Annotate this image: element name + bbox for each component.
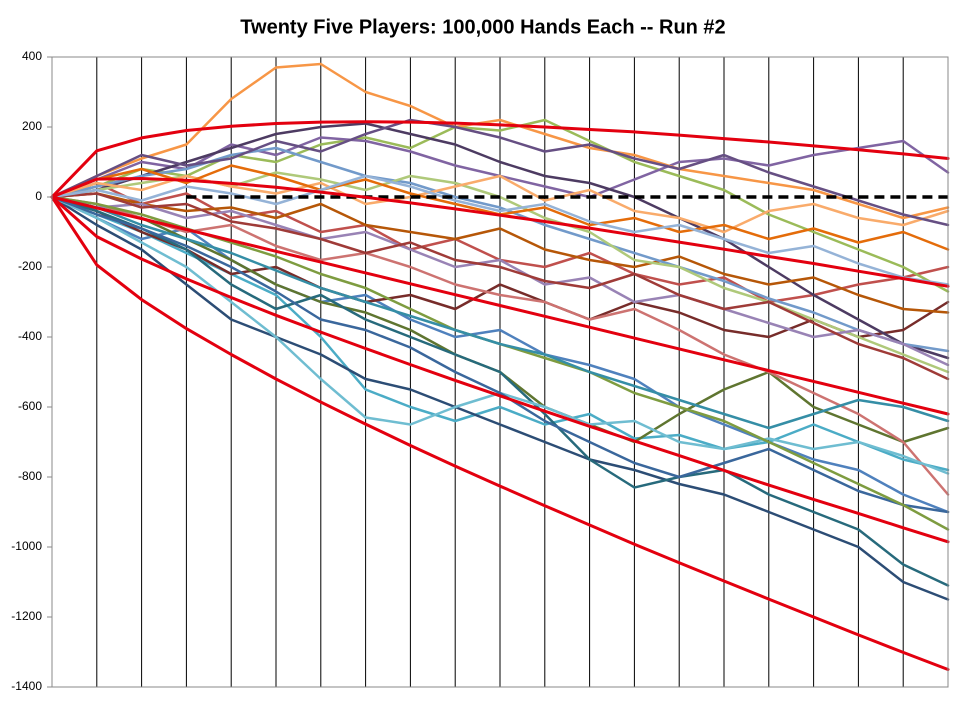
series-line <box>50 195 950 601</box>
y-tick-label: -1400 <box>11 679 42 693</box>
plot-border <box>51 56 949 688</box>
y-tick-label: -600 <box>18 399 42 413</box>
series-line <box>50 195 950 496</box>
series-line <box>50 195 950 544</box>
y-tick-label: -200 <box>18 259 42 273</box>
series-line <box>50 122 950 360</box>
series-line <box>50 195 950 514</box>
series-line <box>50 195 950 430</box>
series-line <box>50 195 950 587</box>
y-tick-label: 200 <box>22 119 42 133</box>
y-tick-label: 400 <box>22 49 42 63</box>
y-axis: 400 200 0 -200 -400 -600 -800 -1000 -1200 -1400 <box>11 49 52 693</box>
y-tick-label: -1200 <box>11 609 42 623</box>
series-line <box>50 118 950 293</box>
series-line <box>50 195 950 339</box>
y-tick-label: -1000 <box>11 539 42 553</box>
lines <box>50 62 950 671</box>
series-line <box>50 195 950 671</box>
series-line <box>50 195 950 367</box>
y-tick-label: -400 <box>18 329 42 343</box>
series-line <box>50 174 950 286</box>
series-line <box>50 174 950 234</box>
y-tick-label: 0 <box>35 189 42 203</box>
series-line <box>50 177 950 288</box>
chart-title: Twenty Five Players: 100,000 Hands Each … <box>240 16 725 38</box>
series-line <box>50 195 950 514</box>
series-line <box>50 118 950 227</box>
series-line <box>50 120 950 199</box>
series-line <box>50 195 950 416</box>
series-line <box>50 192 950 381</box>
y-tick-label: -800 <box>18 469 42 483</box>
